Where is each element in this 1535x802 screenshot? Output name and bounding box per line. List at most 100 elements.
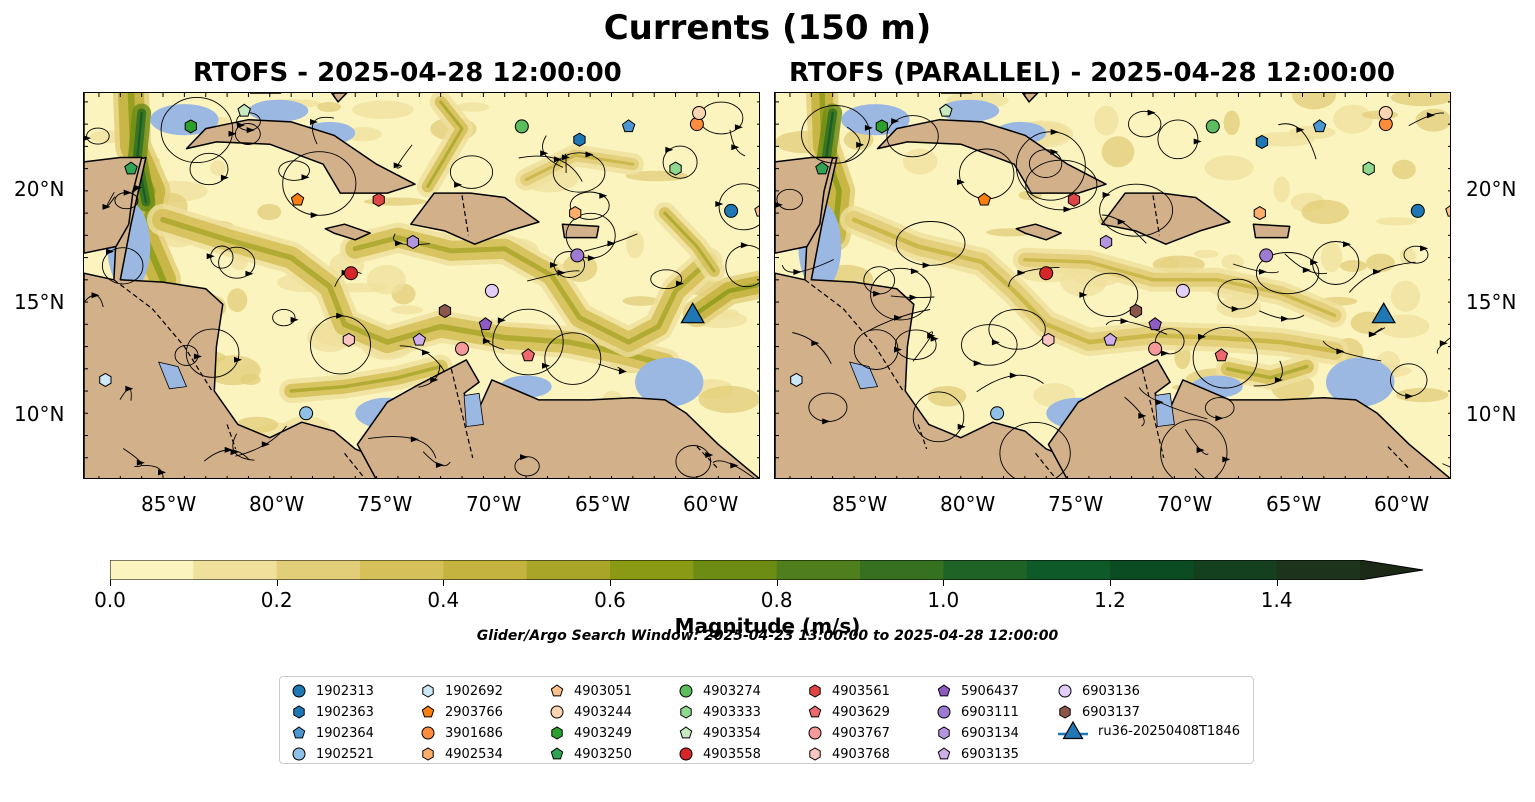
marker-4903561 (372, 192, 385, 207)
colorbar-tick-label: 0.0 (94, 588, 126, 612)
marker-4903558 (1039, 266, 1054, 281)
legend-item-6903135: 6903135 (935, 744, 1019, 764)
marker-4903244 (692, 106, 707, 120)
legend-item-6903137: 6903137 (1056, 702, 1140, 722)
legend-label: 4903354 (703, 725, 761, 741)
marker-4903244 (1378, 106, 1393, 120)
colorbar-tick (110, 580, 111, 586)
marker-6903137 (1129, 303, 1143, 319)
legend-marker-icon (550, 684, 564, 697)
marker-4902534 (569, 206, 582, 221)
colorbar-label: Magnitude (m/s) (674, 614, 861, 638)
legend-item-4903274: 4903274 (677, 681, 761, 701)
legend-marker-icon (421, 726, 435, 740)
left-lon-label-85w: 85°W (141, 492, 197, 516)
marker-4903051 (754, 205, 759, 217)
legend-label: 1902313 (316, 683, 374, 699)
marker-6903111 (570, 248, 585, 263)
legend-label: 1902364 (316, 725, 374, 741)
legend-marker-icon (1058, 684, 1072, 698)
marker-4903333 (669, 161, 682, 176)
marker-1902521 (990, 406, 1005, 421)
colorbar-tick-label: 1.2 (1094, 588, 1126, 612)
search-window-text: Glider/Argo Search Window: 2025-04-23 13… (476, 628, 1059, 644)
colorbar-tick-label: 0.6 (594, 588, 626, 612)
left-lon-label-70w: 70°W (466, 492, 522, 516)
marker-1902364 (621, 119, 636, 133)
marker-1902521 (299, 406, 314, 421)
right-lat-label-10n: 10°N (1466, 402, 1517, 426)
marker-1902313 (1410, 203, 1425, 218)
legend-item-4903561: 4903561 (806, 681, 890, 701)
legend-item-4903558: 4903558 (677, 744, 761, 764)
legend-marker-icon (937, 747, 951, 760)
marker-4903051 (1445, 205, 1450, 217)
legend-label: 4903244 (574, 704, 632, 720)
right-lon-label-65w: 65°W (1266, 492, 1322, 516)
legend-label: 4903051 (574, 683, 632, 699)
legend-label: 1902363 (316, 704, 374, 720)
legend-item-4903629: 4903629 (806, 702, 890, 722)
legend-label: 2903766 (445, 704, 503, 720)
legend-item-1902521: 1902521 (290, 744, 374, 764)
right-lon-label-75w: 75°W (1048, 492, 1104, 516)
legend-marker-icon (292, 684, 306, 698)
legend-marker-icon (551, 726, 563, 740)
legend-marker-icon (809, 747, 821, 761)
left-map-canvas (84, 93, 759, 478)
colorbar-tick (776, 580, 778, 586)
legend-marker-icon (808, 726, 822, 740)
marker-6903111 (1259, 248, 1274, 263)
marker-4903274 (1205, 119, 1220, 134)
marker-4903767 (455, 341, 469, 356)
marker-1902692 (790, 372, 803, 387)
legend-marker-icon (937, 705, 951, 719)
marker-ru36-20250408T1846 (1371, 301, 1396, 324)
left-lat-label-20n: 20°N (14, 177, 65, 201)
legend-marker-icon (550, 705, 564, 719)
right-map-title: RTOFS (PARALLEL) - 2025-04-28 12:00:00 (789, 58, 1395, 88)
colorbar-tick (443, 580, 445, 586)
legend-item-ru36-20250408T1846: ru36-20250408T1846 (1056, 720, 1240, 741)
marker-4903354 (237, 103, 251, 117)
legend-label: 6903137 (1082, 704, 1140, 720)
legend-label: 3901686 (445, 725, 503, 741)
marker-1902363 (573, 132, 586, 147)
colorbar-tick (943, 580, 945, 586)
legend-label: 6903136 (1082, 683, 1140, 699)
legend-item-6903136: 6903136 (1056, 681, 1140, 701)
marker-6903134 (1099, 234, 1113, 250)
legend-item-1902313: 1902313 (290, 681, 374, 701)
marker-6903136 (484, 283, 499, 298)
legend-item-4903768: 4903768 (806, 744, 890, 764)
legend-marker-icon (292, 747, 306, 761)
legend-marker-icon (679, 726, 693, 739)
legend-marker-icon (1058, 720, 1088, 740)
legend-marker-icon (808, 705, 822, 718)
legend-marker-icon (809, 684, 821, 698)
colorbar-tick (610, 580, 611, 586)
legend-item-4903244: 4903244 (548, 702, 632, 722)
marker-4903250 (815, 161, 829, 175)
marker-6903134 (406, 234, 419, 250)
colorbar-tick (1276, 580, 1278, 586)
legend-marker-icon (679, 684, 693, 698)
marker-4903767 (1148, 341, 1163, 356)
left-lat-label-15n: 15°N (14, 290, 65, 314)
legend-item-5906437: 5906437 (935, 681, 1019, 701)
marker-4903250 (124, 161, 138, 175)
legend-marker-icon (1059, 705, 1071, 719)
marker-1902313 (724, 203, 739, 218)
marker-5906437 (478, 317, 493, 331)
legend-label: 4903250 (574, 746, 632, 762)
colorbar-tick-label: 1.4 (1260, 588, 1293, 612)
right-map-panel (774, 92, 1451, 479)
left-map-title: RTOFS - 2025-04-28 12:00:00 (193, 58, 622, 88)
marker-4903561 (1067, 192, 1081, 207)
legend-label: 4902534 (445, 746, 503, 762)
right-map-canvas (775, 93, 1450, 478)
legend-label: 1902521 (316, 746, 374, 762)
legend-label: 4903768 (832, 746, 890, 762)
colorbar-tick-label: 1.0 (927, 588, 960, 612)
left-lon-label-80w: 80°W (249, 492, 305, 516)
